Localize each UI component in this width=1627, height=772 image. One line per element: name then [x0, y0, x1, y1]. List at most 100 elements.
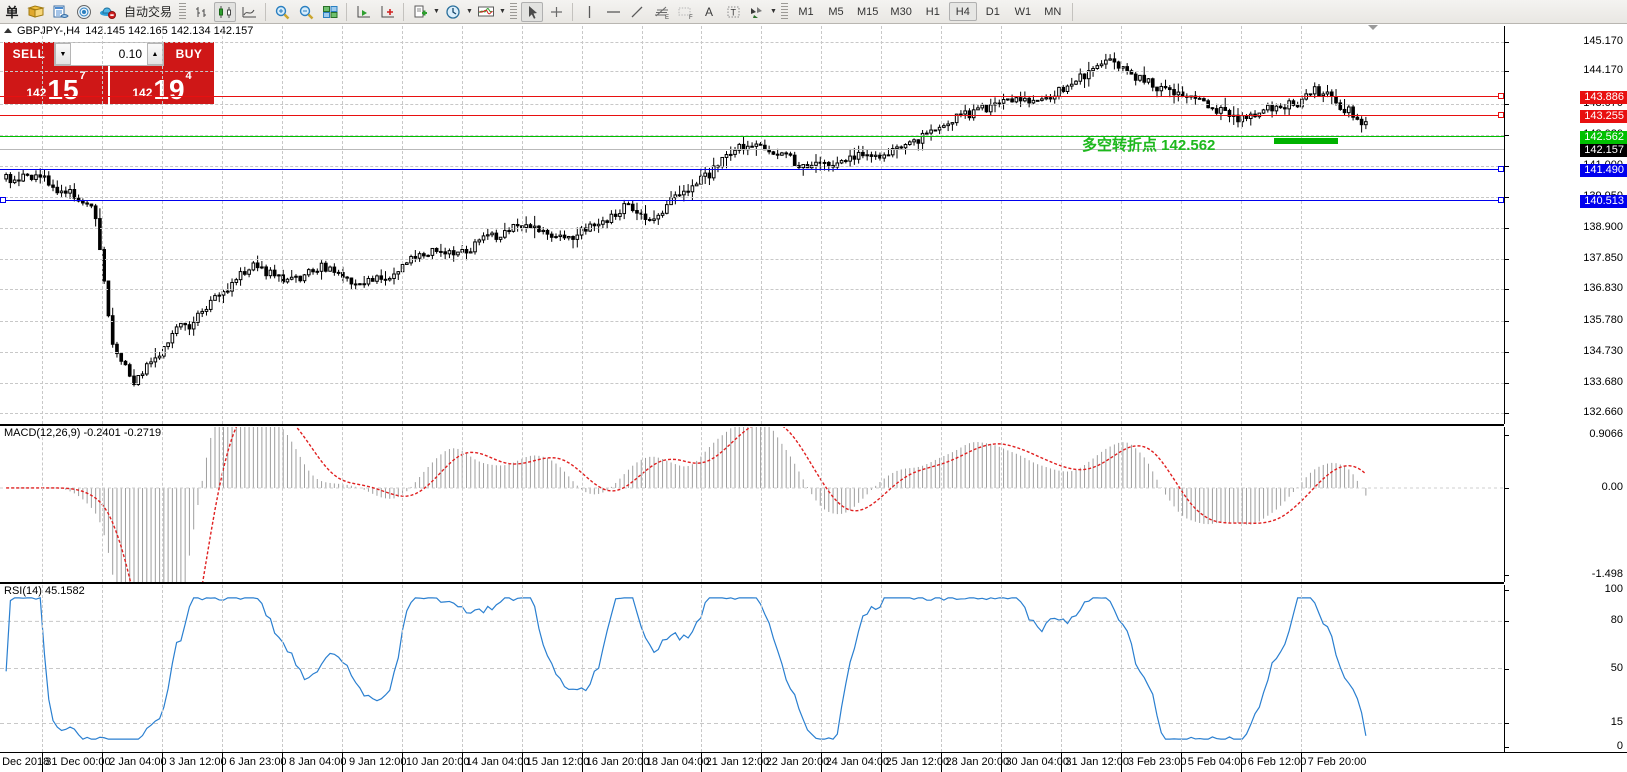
time-label: 7 Feb 20:00 — [1307, 756, 1367, 768]
timeframe-m1[interactable]: M1 — [798, 5, 814, 18]
channel-icon[interactable]: F — [674, 2, 696, 22]
time-label: 9 Jan 12:00 — [348, 756, 407, 768]
price-tickmark — [1505, 135, 1509, 137]
price-tag-141490: 141.490 — [1580, 164, 1627, 177]
crosshair-icon[interactable] — [545, 2, 567, 22]
auto-scroll-icon[interactable] — [352, 2, 374, 22]
price-pane-plot[interactable] — [0, 26, 1504, 424]
sell-button[interactable]: SELL — [4, 42, 54, 66]
resistance-line-143886[interactable] — [0, 96, 1504, 97]
arrows-icon[interactable] — [746, 2, 768, 22]
toolbar-grip[interactable] — [179, 2, 187, 21]
collapse-triangle-icon[interactable] — [4, 28, 12, 33]
arrows-chevron-down-icon[interactable]: ▼ — [770, 8, 777, 15]
volume-value[interactable]: 0.10 — [71, 43, 147, 65]
text-label-icon[interactable]: A — [705, 4, 714, 19]
time-label: 3 Jan 12:00 — [169, 756, 227, 768]
timeframe-m15[interactable]: M15 — [857, 5, 879, 18]
svg-text:F: F — [689, 15, 693, 20]
vertical-line-icon[interactable] — [578, 2, 600, 22]
buy-button[interactable]: BUY — [164, 42, 214, 66]
timeframe-d1[interactable]: D1 — [985, 5, 1000, 18]
vertical-gridline — [641, 26, 643, 424]
navigator-icon[interactable] — [73, 2, 95, 22]
cursor-icon[interactable] — [521, 1, 544, 22]
new-order-icon[interactable]: 单 — [5, 5, 19, 20]
support-line-141490[interactable] — [0, 169, 1504, 170]
vertical-gridline — [941, 427, 943, 582]
timeframe-h4[interactable]: H4 — [948, 2, 977, 21]
toolbar-grip-3[interactable] — [781, 2, 789, 21]
resistance-line-143255[interactable] — [0, 115, 1504, 116]
tile-windows-icon[interactable] — [319, 2, 341, 22]
time-label: 21 Jan 12:00 — [705, 756, 770, 768]
rsi-pane-plot[interactable] — [0, 585, 1504, 752]
support-handle-141490[interactable] — [1498, 166, 1504, 172]
time-separator — [341, 753, 343, 772]
time-separator — [101, 753, 103, 772]
macd-pane-plot[interactable] — [0, 427, 1504, 582]
rsi-tickmark — [1505, 723, 1509, 725]
price-tickmark — [1505, 351, 1509, 353]
price-axis[interactable]: 145.170144.170143.070142.020141.000139.9… — [1504, 26, 1627, 424]
expert-advisor-icon[interactable] — [97, 2, 119, 22]
autotrade-label[interactable]: 自动交易 — [124, 5, 173, 19]
data-window-icon[interactable] — [49, 2, 71, 22]
vertical-gridline — [641, 427, 643, 582]
vertical-gridline — [341, 427, 343, 582]
pane-separator-2[interactable] — [0, 582, 1504, 584]
fibonacci-icon[interactable]: E — [650, 2, 672, 22]
indicators-icon[interactable] — [475, 2, 497, 22]
resistance-handle-143255[interactable] — [1498, 112, 1504, 118]
vertical-gridline — [221, 26, 223, 424]
vertical-gridline — [521, 26, 523, 424]
volume-stepper[interactable]: ▼ 0.10 ▲ — [54, 42, 164, 66]
horizontal-line-icon[interactable] — [602, 2, 624, 22]
pane-separator-1[interactable] — [0, 424, 1504, 426]
chart-scroll-marker[interactable] — [1368, 25, 1378, 30]
line-chart-icon[interactable] — [238, 2, 260, 22]
text-box-icon[interactable]: T — [722, 2, 744, 22]
period-chevron-down-icon[interactable]: ▼ — [466, 8, 473, 15]
support-handle-left-140513[interactable] — [0, 197, 6, 203]
candlestick-chart-icon[interactable] — [214, 1, 237, 22]
period-icon[interactable] — [442, 2, 464, 22]
vertical-gridline — [341, 26, 343, 424]
vertical-gridline — [1241, 427, 1243, 582]
rsi-tickmark — [1505, 621, 1509, 623]
zoom-in-icon[interactable] — [271, 2, 293, 22]
zoom-out-icon[interactable] — [295, 2, 317, 22]
macd-tick-000: 0.00 — [1601, 480, 1623, 493]
time-separator — [581, 753, 583, 772]
vertical-gridline — [821, 26, 823, 424]
vertical-gridline — [821, 585, 823, 752]
trendline-icon[interactable] — [626, 2, 648, 22]
volume-decrease-icon[interactable]: ▼ — [55, 43, 71, 65]
vertical-gridline — [941, 585, 943, 752]
time-label: 31 Jan 12:00 — [1065, 756, 1130, 768]
chart-shift-icon[interactable] — [376, 2, 398, 22]
templates-icon[interactable] — [409, 2, 431, 22]
timeframe-w1[interactable]: W1 — [1014, 5, 1032, 18]
time-separator — [161, 753, 163, 772]
support-handle-140513[interactable] — [1498, 197, 1504, 203]
resistance-handle-143886[interactable] — [1498, 93, 1504, 99]
price-tick-145170: 145.170 — [1583, 34, 1623, 47]
support-line-140513[interactable] — [0, 200, 1504, 201]
timeframe-m5[interactable]: M5 — [828, 5, 844, 18]
timeframe-mn[interactable]: MN — [1044, 5, 1062, 18]
price-tickmark — [1505, 259, 1509, 261]
timeframe-h1[interactable]: H1 — [925, 5, 940, 18]
indicators-chevron-down-icon[interactable]: ▼ — [499, 8, 506, 15]
macd-axis[interactable]: 0.9066 0.00 -1.498 — [1504, 427, 1627, 582]
pivot-line-142562[interactable] — [0, 136, 1504, 137]
templates-chevron-down-icon[interactable]: ▼ — [433, 8, 440, 15]
time-separator — [1061, 753, 1063, 772]
toolbar-grip-2[interactable] — [510, 2, 518, 21]
bar-chart-icon[interactable] — [190, 2, 212, 22]
chart-canvas[interactable]: GBPJPY-,H4 142.145 142.165 142.134 142.1… — [0, 24, 1627, 772]
timeframe-m30[interactable]: M30 — [890, 5, 912, 18]
metaeditor-icon[interactable] — [25, 2, 47, 22]
rsi-axis[interactable]: 100 80 50 15 0 — [1504, 583, 1627, 752]
